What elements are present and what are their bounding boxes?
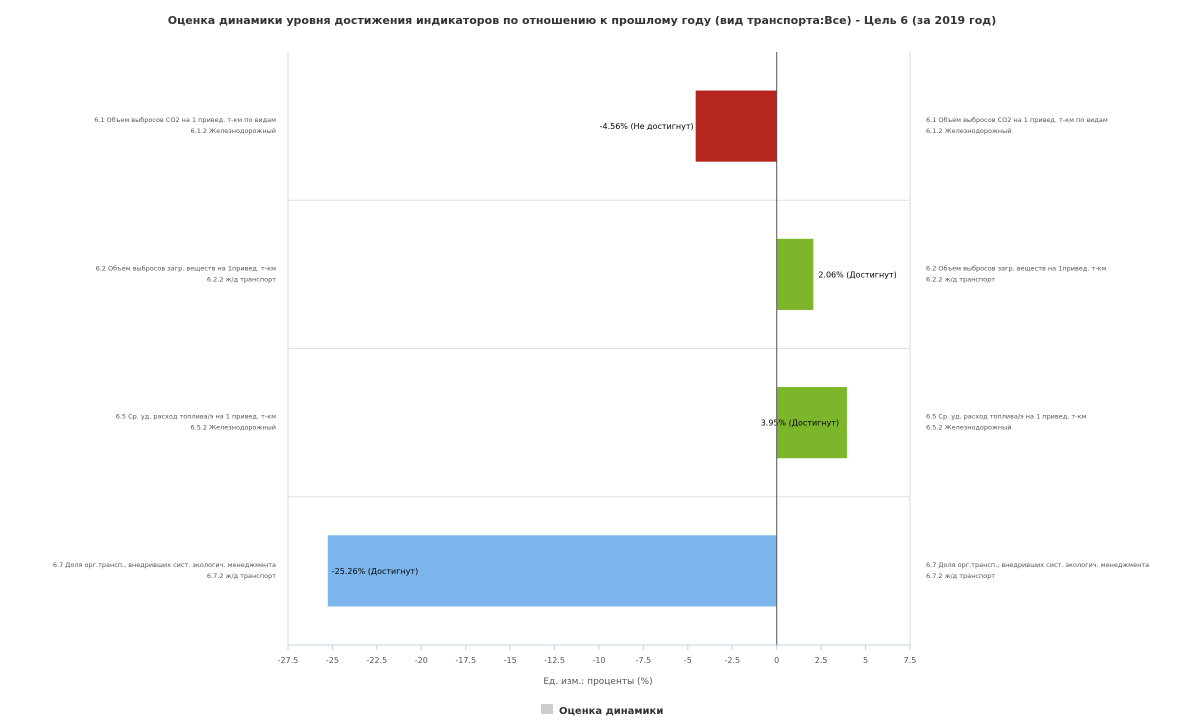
legend[interactable]: Оценка динамики — [541, 704, 663, 717]
legend-swatch — [541, 704, 553, 714]
category-sublabel-right: 6.2.2 ж/д транспорт — [926, 275, 995, 283]
x-tick-label: 0 — [774, 656, 779, 665]
x-tick-label: -17.5 — [455, 656, 476, 665]
x-tick-label: -25 — [326, 656, 339, 665]
category-label-left: 6.5 Ср. уд. расход топлива/э на 1 привед… — [116, 413, 276, 421]
x-tick-label: -2.5 — [724, 656, 740, 665]
x-tick-label: 5 — [863, 656, 868, 665]
category-sublabel-left: 6.1.2 Железнодорожный — [191, 127, 276, 135]
x-axis-label: Ед. изм.: проценты (%) — [543, 677, 652, 687]
legend-label[interactable]: Оценка динамики — [559, 706, 663, 717]
category-label-left: 6.1 Объем выбросов CO2 на 1 привед. т-км… — [94, 116, 276, 124]
x-tick-label: -15 — [504, 656, 517, 665]
x-tick-label: 2.5 — [815, 656, 828, 665]
category-label-right: 6.2 Объем выбросов загр. веществ на 1при… — [926, 264, 1106, 272]
category-sublabel-left: 6.5.2 Железнодорожный — [191, 424, 276, 432]
x-tick-label: -27.5 — [278, 656, 299, 665]
category-label-right: 6.7 Доля орг.трансп., внедривших сист. э… — [926, 561, 1149, 569]
category-sublabel-left: 6.7.2 ж/д транспорт — [207, 572, 276, 580]
category-label-left: 6.7 Доля орг.трансп., внедривших сист. э… — [53, 561, 276, 569]
category-sublabel-right: 6.1.2 Железнодорожный — [926, 127, 1011, 135]
bar[interactable] — [776, 387, 847, 459]
x-tick-label: -12.5 — [544, 656, 565, 665]
bar[interactable] — [327, 535, 777, 607]
bar[interactable] — [695, 90, 777, 162]
category-sublabel-left: 6.2.2 ж/д транспорт — [207, 275, 276, 283]
x-tick-label: -7.5 — [636, 656, 652, 665]
category-sublabel-right: 6.5.2 Железнодорожный — [926, 424, 1011, 432]
x-tick-label: -10 — [592, 656, 605, 665]
data-label: -25.26% (Достигнут) — [332, 567, 418, 576]
bar[interactable] — [776, 238, 814, 310]
category-label-right: 6.1 Объем выбросов CO2 на 1 привед. т-км… — [926, 116, 1108, 124]
x-tick-label: -22.5 — [367, 656, 388, 665]
data-label: 3.95% (Достигнут) — [761, 419, 839, 428]
data-label: -4.56% (Не достигнут) — [600, 122, 694, 131]
category-label-right: 6.5 Ср. уд. расход топлива/э на 1 привед… — [926, 413, 1086, 421]
x-tick-label: -20 — [415, 656, 428, 665]
data-label: 2.06% (Достигнут) — [818, 270, 896, 279]
chart-title: Оценка динамики уровня достижения индика… — [168, 14, 996, 27]
category-sublabel-right: 6.7.2 ж/д транспорт — [926, 572, 995, 580]
x-tick-label: 7.5 — [904, 656, 917, 665]
x-tick-label: -5 — [684, 656, 692, 665]
category-label-left: 6.2 Объем выбросов загр. веществ на 1при… — [96, 264, 276, 272]
